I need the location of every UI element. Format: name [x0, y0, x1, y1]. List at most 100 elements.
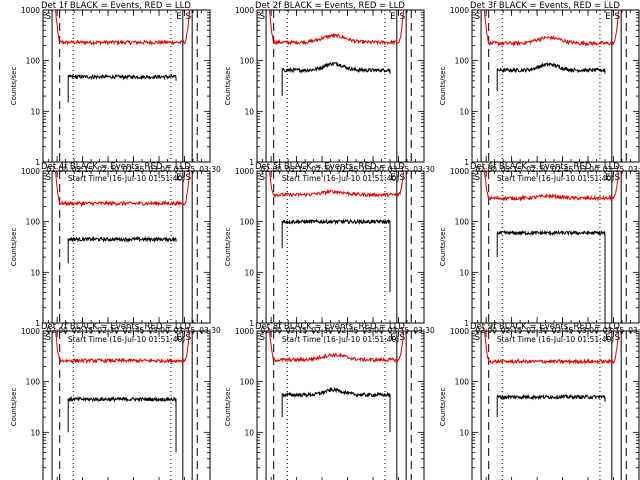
lld-series-line	[55, 329, 191, 365]
y-tick-label: 10	[30, 268, 40, 277]
panel-title: Det 4f BLACK = Events, RED = LLD	[41, 162, 191, 172]
marker-label: S	[399, 333, 405, 343]
marker-label: S	[259, 173, 265, 183]
marker-label: E	[176, 173, 182, 183]
y-tick-label: 100	[455, 218, 470, 227]
events-series-line	[281, 61, 391, 97]
marker-label: E	[176, 12, 182, 22]
marker-label: S	[474, 333, 480, 343]
x-tick-label: 02:15	[72, 165, 94, 174]
y-tick-label: 1	[464, 158, 469, 167]
x-axis-label: Start Time (16-Jul-10 01:51:40)	[497, 174, 614, 183]
panel-title: Det 9f BLACK = Events, RED = LLD	[470, 322, 620, 332]
lld-series-line	[484, 169, 620, 202]
marker-label: E	[390, 333, 396, 343]
panel-det-4: Det 4f BLACK = Events, RED = LLD 1 10 100 10…	[10, 162, 221, 344]
y-axis-label: Counts/sec	[439, 228, 447, 267]
lld-series-line	[55, 9, 191, 47]
events-series-line	[496, 393, 606, 418]
y-tick-label: 1000	[235, 327, 254, 336]
plot-frame	[471, 330, 640, 480]
lld-series-line	[269, 9, 405, 46]
y-tick-label: 10	[459, 268, 469, 277]
plot-frame	[256, 170, 425, 324]
x-tick-label: 03:15	[388, 165, 410, 174]
x-axis-label: Start Time (16-Jul-10 01:51:40)	[282, 174, 399, 183]
x-tick-label: 03:15	[603, 165, 625, 174]
plot-frame	[42, 330, 211, 480]
marker-label: E	[390, 12, 396, 22]
y-tick-label: 1000	[450, 6, 469, 15]
x-tick-label: 03:00	[577, 165, 599, 174]
y-tick-label: 1000	[450, 167, 469, 176]
marker-label: S	[614, 12, 620, 22]
y-tick-label: 100	[240, 57, 255, 66]
y-tick-label: 1	[249, 158, 254, 167]
plot-frame	[471, 9, 640, 163]
marker-label: S	[185, 173, 191, 183]
x-axis-label: Start Time (16-Jul-10 01:51:40)	[68, 335, 185, 344]
y-axis-label: Counts/sec	[224, 228, 232, 267]
y-tick-label: 100	[26, 57, 41, 66]
panel-det-6: Det 6f BLACK = Events, RED = LLD 1 10 100 10…	[439, 162, 640, 344]
marker-label: E	[605, 333, 611, 343]
panel-title: Det 5f BLACK = Events, RED = LLD	[255, 162, 405, 172]
lld-series-line	[269, 170, 405, 199]
y-tick-label: 100	[240, 378, 255, 387]
marker-label: S	[474, 173, 480, 183]
plot-frame	[42, 170, 211, 324]
marker-label: S	[259, 12, 265, 22]
plot-frame	[42, 9, 211, 163]
y-tick-label: 100	[26, 218, 41, 227]
lld-series-line	[484, 10, 620, 47]
y-axis-label: Counts/sec	[10, 67, 18, 106]
y-tick-label: 100	[240, 218, 255, 227]
x-tick-label: 02:45	[552, 165, 574, 174]
y-tick-label: 10	[30, 107, 40, 116]
marker-label: S	[259, 333, 265, 343]
x-tick-label: 02:30	[97, 165, 119, 174]
marker-label: E	[390, 173, 396, 183]
y-axis-label: Counts/sec	[224, 67, 232, 106]
y-axis-label: Counts/sec	[10, 388, 18, 427]
y-tick-label: 1000	[21, 327, 40, 336]
marker-label: S	[45, 173, 51, 183]
events-series-line	[67, 235, 177, 264]
marker-label: S	[474, 12, 480, 22]
y-tick-label: 100	[455, 57, 470, 66]
marker-label: S	[185, 12, 191, 22]
x-tick-label: 02:15	[286, 165, 308, 174]
y-axis-label: Counts/sec	[224, 388, 232, 427]
marker-label: E	[176, 333, 182, 343]
x-tick-label: 02:00	[46, 165, 68, 174]
panel-det-5: Det 5f BLACK = Events, RED = LLD 1 10 100 10…	[224, 162, 435, 344]
x-tick-label: 03:00	[362, 165, 384, 174]
x-tick-label: 02:00	[260, 165, 282, 174]
panel-det-3: Det 3f BLACK = Events, RED = LLD 1 10 100 10…	[439, 1, 640, 183]
y-tick-label: 1000	[450, 327, 469, 336]
panel-title: Det 1f BLACK = Events, RED = LLD	[41, 1, 191, 11]
x-tick-label: 02:00	[475, 165, 497, 174]
lld-series-line	[269, 329, 405, 363]
x-tick-label: 02:15	[501, 165, 523, 174]
y-tick-label: 10	[244, 428, 254, 437]
y-tick-label: 10	[459, 107, 469, 116]
marker-label: S	[614, 333, 620, 343]
x-tick-label: 03:15	[174, 165, 196, 174]
panel-det-1: Det 1f BLACK = Events, RED = LLD 1 10 100 10…	[10, 1, 221, 183]
y-tick-label: 1	[249, 319, 254, 328]
panel-title: Det 6f BLACK = Events, RED = LLD	[470, 162, 620, 172]
x-tick-label: 03:30	[628, 165, 640, 174]
plot-frame	[471, 170, 640, 324]
x-tick-label: 03:30	[199, 165, 221, 174]
x-axis-label: Start Time (16-Jul-10 01:51:40)	[282, 335, 399, 344]
lld-series-line	[55, 169, 191, 208]
marker-label: S	[45, 12, 51, 22]
y-tick-label: 1000	[21, 6, 40, 15]
y-tick-label: 10	[459, 428, 469, 437]
y-tick-label: 10	[30, 428, 40, 437]
y-tick-label: 10	[244, 107, 254, 116]
y-tick-label: 1	[464, 319, 469, 328]
